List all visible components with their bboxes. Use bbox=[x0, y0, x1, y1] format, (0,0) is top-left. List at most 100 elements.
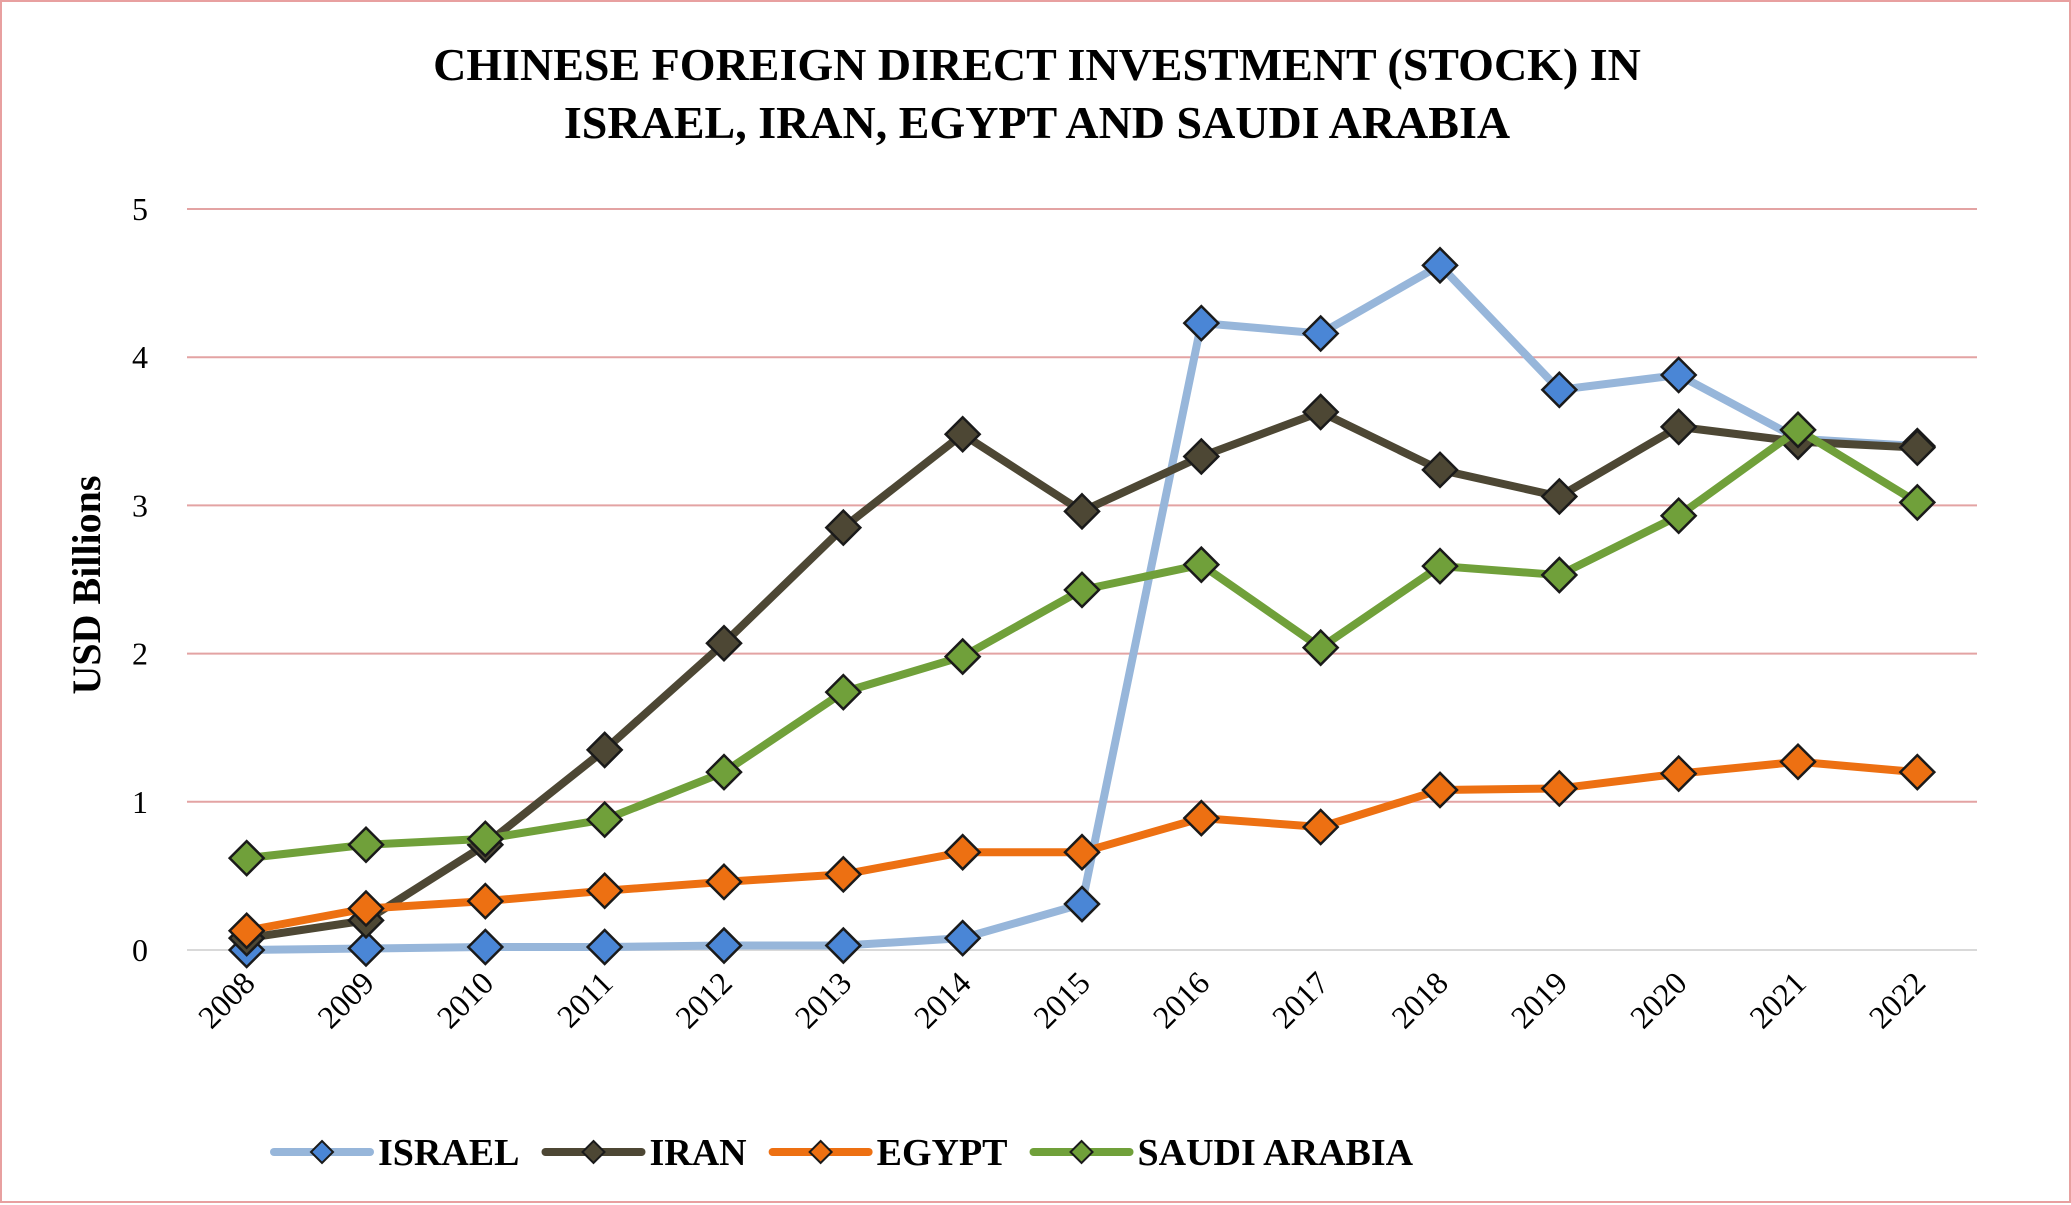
data-point bbox=[1421, 451, 1459, 489]
series-lines bbox=[227, 246, 1937, 969]
data-point bbox=[943, 919, 982, 957]
chart-title-line-2: ISRAEL, IRAN, EGYPT AND SAUDI ARABIA bbox=[564, 97, 1510, 148]
data-point bbox=[1659, 356, 1698, 394]
x-tick-label: 2009 bbox=[310, 964, 381, 1035]
data-point bbox=[585, 800, 624, 839]
data-point bbox=[1898, 428, 1937, 467]
y-tick-label: 4 bbox=[132, 339, 148, 375]
data-point bbox=[824, 926, 863, 965]
data-point bbox=[1182, 437, 1221, 476]
x-tick-label: 2021 bbox=[1742, 964, 1813, 1035]
data-point bbox=[943, 415, 982, 454]
series-iran bbox=[227, 393, 1937, 957]
data-point bbox=[824, 508, 863, 547]
data-point bbox=[1182, 545, 1221, 584]
data-point bbox=[1063, 492, 1101, 531]
legend-item: SAUDI ARABIA bbox=[1029, 1132, 1414, 1174]
legend-swatch-marker bbox=[1069, 1139, 1094, 1165]
data-point bbox=[1063, 571, 1101, 609]
data-point bbox=[1063, 833, 1101, 871]
data-point bbox=[1779, 743, 1817, 781]
y-tick-label: 5 bbox=[132, 191, 148, 227]
data-point bbox=[227, 911, 266, 950]
data-point bbox=[943, 833, 982, 871]
data-point bbox=[1540, 371, 1579, 409]
data-point bbox=[1301, 393, 1340, 431]
data-point bbox=[585, 928, 624, 966]
legend-label: ISRAEL bbox=[378, 1132, 520, 1174]
data-point bbox=[466, 928, 505, 966]
data-point bbox=[705, 926, 743, 965]
legend-item: EGYPT bbox=[768, 1132, 1008, 1174]
x-tick-label: 2011 bbox=[550, 964, 620, 1034]
y-tick-label: 3 bbox=[132, 487, 148, 523]
legend: ISRAEL IRAN EGYPT SAUDI ARABIA bbox=[270, 1132, 1414, 1174]
legend-label: IRAN bbox=[650, 1132, 747, 1174]
data-point bbox=[705, 863, 743, 901]
legend-item: IRAN bbox=[541, 1132, 747, 1174]
chart-title: CHINESE FOREIGN DIRECT INVESTMENT (STOCK… bbox=[433, 39, 1641, 148]
series-egypt bbox=[227, 743, 1937, 950]
legend-item: ISRAEL bbox=[270, 1132, 520, 1174]
x-tick-label: 2016 bbox=[1146, 964, 1217, 1035]
x-tick-label: 2012 bbox=[668, 964, 739, 1035]
data-point bbox=[705, 753, 743, 791]
data-point bbox=[1659, 497, 1698, 535]
y-axis-title: USD Billions bbox=[64, 476, 109, 695]
data-point bbox=[1540, 477, 1579, 516]
x-tick-label: 2017 bbox=[1265, 964, 1336, 1035]
data-point bbox=[824, 855, 863, 894]
data-point bbox=[466, 882, 505, 920]
x-tick-label: 2010 bbox=[430, 964, 501, 1035]
x-tick-label: 2020 bbox=[1623, 964, 1694, 1035]
data-point bbox=[1301, 808, 1340, 846]
gridlines bbox=[187, 208, 1977, 951]
y-tick-label: 0 bbox=[132, 932, 148, 968]
y-tick-label: 1 bbox=[132, 784, 148, 820]
legend-swatch-marker bbox=[581, 1139, 606, 1165]
data-point bbox=[227, 839, 266, 877]
data-point bbox=[1421, 771, 1459, 809]
data-point bbox=[824, 673, 863, 711]
x-tick-label: 2014 bbox=[907, 964, 978, 1035]
data-point bbox=[1421, 246, 1459, 285]
data-point bbox=[1421, 547, 1459, 585]
x-tick-label: 2019 bbox=[1504, 964, 1575, 1035]
data-point bbox=[1898, 483, 1937, 522]
series-saudi-arabia bbox=[227, 411, 1937, 877]
data-point bbox=[1301, 628, 1340, 667]
y-tick-label: 2 bbox=[132, 636, 148, 672]
legend-label: SAUDI ARABIA bbox=[1138, 1132, 1414, 1174]
legend-swatch-marker bbox=[808, 1139, 834, 1165]
chart-title-line-1: CHINESE FOREIGN DIRECT INVESTMENT (STOCK… bbox=[433, 39, 1641, 90]
series-israel bbox=[227, 246, 1937, 969]
data-point bbox=[1540, 556, 1579, 594]
data-point bbox=[1540, 769, 1579, 808]
data-point bbox=[1659, 754, 1698, 793]
y-axis-ticks: 0 1 2 3 4 5 bbox=[132, 191, 148, 968]
legend-swatch-marker bbox=[309, 1139, 335, 1165]
data-point bbox=[1659, 408, 1698, 446]
data-point bbox=[585, 871, 624, 910]
data-point bbox=[347, 826, 385, 864]
data-point bbox=[347, 889, 385, 928]
x-tick-label: 2013 bbox=[788, 964, 859, 1035]
data-point bbox=[1182, 304, 1221, 342]
data-point bbox=[1182, 799, 1221, 837]
data-point bbox=[705, 624, 743, 662]
data-point bbox=[1063, 885, 1101, 923]
data-point bbox=[1898, 753, 1937, 791]
data-point bbox=[1779, 411, 1817, 449]
x-tick-label: 2022 bbox=[1862, 964, 1933, 1035]
data-point bbox=[585, 731, 624, 769]
data-point bbox=[1301, 314, 1340, 353]
data-point bbox=[347, 929, 385, 968]
legend-label: EGYPT bbox=[877, 1132, 1008, 1174]
x-tick-label: 2018 bbox=[1384, 964, 1455, 1035]
x-tick-label: 2008 bbox=[191, 964, 262, 1035]
x-tick-label: 2015 bbox=[1026, 964, 1097, 1035]
x-axis-ticks: 2008 2009 2010 2011 2012 2013 2014 2015 2016 2017… bbox=[191, 964, 1932, 1035]
data-point bbox=[466, 820, 505, 858]
